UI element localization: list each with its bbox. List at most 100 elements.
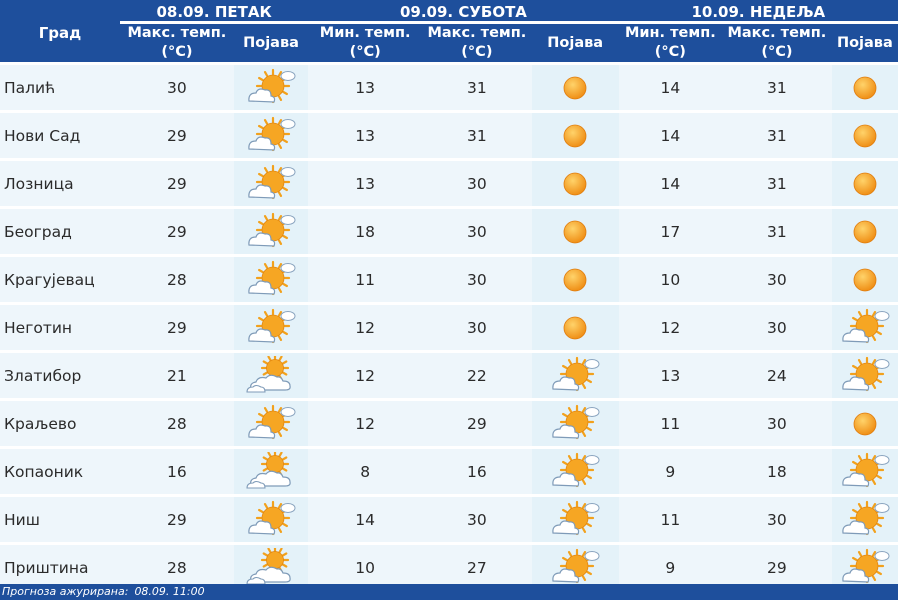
weather-cell (233, 401, 309, 446)
city-name: Нови Сад (0, 113, 120, 158)
day3-min-temp: 14 (618, 113, 723, 158)
weather-cell (531, 497, 619, 542)
weather-cell (831, 545, 898, 590)
day1-max-temp: 29 (120, 497, 234, 542)
day2-min-temp: 10 (308, 545, 423, 590)
weather-cell (831, 161, 898, 206)
day1-max-temp: 29 (120, 209, 234, 254)
weather-cell (831, 113, 898, 158)
day1-max-temp: 29 (120, 161, 234, 206)
city-name: Краљево (0, 401, 120, 446)
table-row: Копаоник 16 8 16 9 18 (0, 449, 898, 494)
weather-cell (233, 449, 309, 494)
weather-cell (831, 305, 898, 350)
sun-cloud-icon (239, 498, 303, 540)
day2-max-temp: 30 (422, 257, 532, 302)
day3-min-temp: 12 (618, 305, 723, 350)
day2-min-temp: 12 (308, 353, 423, 398)
day2-max-temp: 29 (422, 401, 532, 446)
day2-max-temp: 27 (422, 545, 532, 590)
day2-min-temp: 13 (308, 113, 423, 158)
sun-cloud-icon (239, 402, 303, 444)
day2-max-temp: 31 (422, 113, 532, 158)
weather-cell (531, 353, 619, 398)
day2-min-temp: 12 (308, 401, 423, 446)
city-name: Палић (0, 65, 120, 110)
sun-cloud-icon (543, 450, 607, 492)
sun-cloud-icon (543, 354, 607, 396)
day1-max-temp: 29 (120, 113, 234, 158)
day2-min-temp: 12 (308, 305, 423, 350)
day2-min-temp: 13 (308, 161, 423, 206)
day1-max-temp: 30 (120, 65, 234, 110)
header-day2-max: Макс. темп. (°C) (422, 24, 532, 62)
header-day3-date: 10.09. НЕДЕЉА (618, 0, 898, 21)
day1-max-temp: 28 (120, 257, 234, 302)
table-row: Палић 30 13 31 14 31 (0, 65, 898, 110)
day2-max-temp: 31 (422, 65, 532, 110)
sun-cloud-icon (833, 450, 897, 492)
sun-cloud-icon (833, 354, 897, 396)
day2-min-temp: 8 (308, 449, 423, 494)
weather-cell (531, 545, 619, 590)
day3-max-temp: 30 (722, 497, 832, 542)
weather-cell (831, 449, 898, 494)
weather-cell (831, 209, 898, 254)
day3-min-temp: 17 (618, 209, 723, 254)
day2-min-temp: 18 (308, 209, 423, 254)
header-day3-max: Макс. темп. (°C) (722, 24, 832, 62)
weather-cell (531, 305, 619, 350)
day1-max-temp: 21 (120, 353, 234, 398)
sun-icon (833, 259, 897, 301)
table-row: Београд 29 18 30 17 31 (0, 209, 898, 254)
weather-cell (531, 401, 619, 446)
city-name: Приштина (0, 545, 120, 590)
day1-max-temp: 29 (120, 305, 234, 350)
day3-max-temp: 29 (722, 545, 832, 590)
sun-icon (543, 67, 607, 109)
sun-icon (833, 403, 897, 445)
sun-icon (543, 259, 607, 301)
weather-cell (831, 497, 898, 542)
day3-min-temp: 11 (618, 497, 723, 542)
day3-max-temp: 30 (722, 257, 832, 302)
day2-max-temp: 30 (422, 497, 532, 542)
day3-min-temp: 14 (618, 65, 723, 110)
sun-cloud-icon (543, 546, 607, 588)
weather-cell (233, 497, 309, 542)
sun-icon (833, 67, 897, 109)
weather-cell (831, 401, 898, 446)
sun-cloud-icon (833, 546, 897, 588)
day3-max-temp: 31 (722, 65, 832, 110)
city-name: Копаоник (0, 449, 120, 494)
header-day1-icon: Појава (233, 24, 309, 62)
weather-cell (233, 161, 309, 206)
day3-max-temp: 24 (722, 353, 832, 398)
update-label: Прогноза ажурирана: (2, 585, 129, 598)
sun-cloud-icon (543, 498, 607, 540)
sun-cloud-icon (239, 306, 303, 348)
sun-cloud-icon (239, 258, 303, 300)
table-row: Крагујевац 28 11 30 10 30 (0, 257, 898, 302)
sun-cloud-icon (239, 66, 303, 108)
table-row: Лозница 29 13 30 14 31 (0, 161, 898, 206)
header-day2-min: Мин. темп. (°C) (308, 24, 423, 62)
weather-cell (831, 353, 898, 398)
day3-min-temp: 13 (618, 353, 723, 398)
day3-max-temp: 18 (722, 449, 832, 494)
sun-icon (833, 211, 897, 253)
weather-cell (233, 545, 309, 590)
cloud-sun-icon (239, 450, 303, 492)
weather-cell (531, 449, 619, 494)
day1-max-temp: 16 (120, 449, 234, 494)
day2-min-temp: 11 (308, 257, 423, 302)
day2-min-temp: 14 (308, 497, 423, 542)
weather-cell (531, 65, 619, 110)
city-name: Златибор (0, 353, 120, 398)
sun-icon (833, 163, 897, 205)
sun-icon (833, 115, 897, 157)
header-day3-icon: Појава (831, 24, 898, 62)
table-row: Неготин 29 12 30 12 30 (0, 305, 898, 350)
